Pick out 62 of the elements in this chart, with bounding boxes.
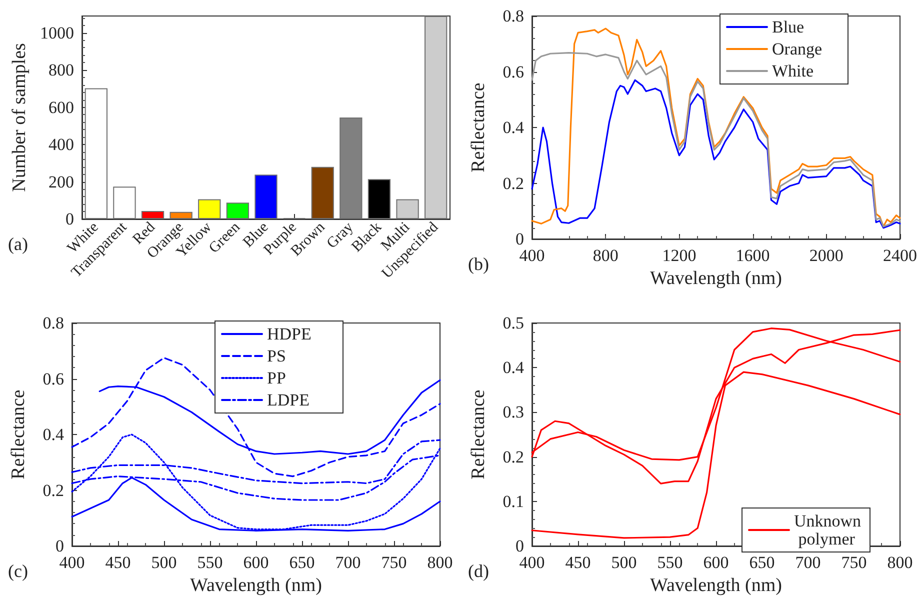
x-tick-label: 1600 [736,246,770,265]
y-tick-label: 400 [48,135,74,154]
y-tick-label: 0.6 [502,62,524,82]
legend-label: Blue [772,18,804,36]
y-tick-label: 0 [56,536,64,556]
y-tick-label: 0.3 [502,402,524,422]
y-tick-label: 0.2 [502,447,524,466]
y-tick-label: 0.2 [502,174,524,193]
y-tick-label: 0.1 [502,492,524,511]
text: (c) [8,561,28,581]
legend-label: LDPE [267,390,310,410]
x-tick-label: 700 [795,553,821,572]
y-tick-label: 0.6 [42,369,64,388]
y-tick-label: 0.4 [42,425,64,444]
x-tick-label: 450 [105,553,131,572]
y-tick-label: 0.4 [502,118,524,137]
x-tick-label: 600 [243,553,269,572]
y-tick-label: 0.2 [42,480,64,500]
legend-label: HDPE [267,324,312,344]
y-tick-label: 1000 [40,23,74,42]
x-tick-label: 2400 [883,246,917,265]
text: (a) [8,234,28,254]
x-axis-title: Wavelength (nm) [650,268,782,289]
y-tick-label: 800 [48,60,74,80]
legend-label: White [772,62,814,80]
y-axis-title: Reflectance [468,82,489,172]
x-tick-label: 800 [427,553,453,572]
y-tick-label: 0 [516,230,524,248]
y-tick-label: 0 [66,210,74,228]
legend-label: Unknown polymer [794,512,862,548]
x-tick-label: 750 [841,553,867,572]
y-tick-label: 0.5 [502,314,524,332]
x-tick-label: 550 [657,553,683,572]
x-axis-title: Wavelength (nm) [190,575,322,596]
y-tick-label: 600 [48,98,74,117]
y-axis-title: Reflectance [468,390,489,480]
x-tick-label: 600 [703,553,729,572]
y-tick-label: 0.8 [502,6,524,26]
y-tick-label: 0.8 [42,314,64,332]
legend-label: PP [267,368,286,388]
x-tick-label: 650 [749,553,775,572]
text: (b) [468,254,489,274]
text: (d) [468,561,489,581]
legend-label: PS [267,346,286,366]
x-tick-label: 500 [151,553,177,572]
x-tick-label: 450 [565,553,591,572]
x-tick-label: 800 [592,246,618,265]
x-tick-label: 750 [381,553,407,572]
legend-label: Orange [772,40,822,58]
y-axis-title: Number of samples [9,43,30,192]
y-tick-label: 0.4 [502,358,524,378]
x-tick-label: 500 [611,553,637,572]
x-tick-label: 550 [197,553,223,572]
x-tick-label: 650 [289,553,315,572]
y-tick-label: 200 [48,172,74,192]
y-tick-label: 0 [516,536,524,556]
x-tick-label: 800 [887,553,913,572]
x-tick-label: 1200 [662,246,696,265]
x-tick-label: 700 [335,553,361,572]
x-axis-title: Wavelength (nm) [650,575,782,596]
x-tick-label: 2000 [809,246,844,265]
y-axis-title: Reflectance [8,390,29,480]
